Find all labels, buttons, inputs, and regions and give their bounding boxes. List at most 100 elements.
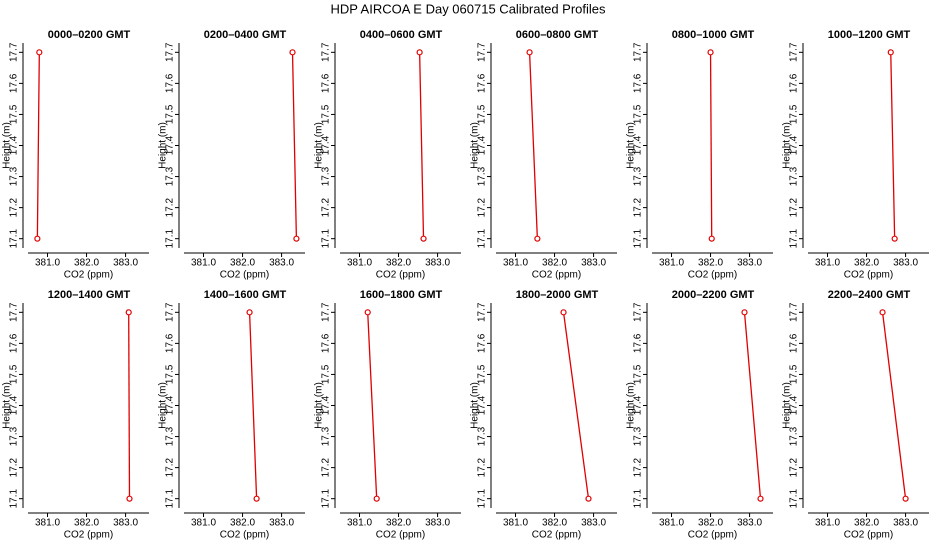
x-tick-label: 381.0 bbox=[659, 258, 684, 269]
y-tick-label: 17.3 bbox=[477, 166, 488, 186]
y-tick-label: 17.5 bbox=[165, 364, 176, 384]
panel-title: 0600–0800 GMT bbox=[516, 29, 599, 41]
data-point bbox=[364, 309, 371, 316]
y-tick-label: 17.2 bbox=[165, 197, 176, 217]
y-tick-label: 17.6 bbox=[165, 73, 176, 93]
y-tick-label: 17.6 bbox=[321, 73, 332, 93]
y-tick-label: 17.3 bbox=[165, 166, 176, 186]
data-point bbox=[289, 49, 296, 56]
data-point bbox=[526, 49, 533, 56]
y-tick-label: 17.3 bbox=[321, 166, 332, 186]
x-axis-label: CO2 (ppm) bbox=[844, 530, 893, 540]
data-point bbox=[891, 235, 898, 242]
y-tick-label: 17.5 bbox=[789, 104, 800, 124]
x-tick-label: 382.0 bbox=[230, 518, 255, 529]
y-tick-label: 17.4 bbox=[321, 135, 332, 155]
x-tick-label: 383.0 bbox=[269, 258, 294, 269]
y-tick-label: 17.1 bbox=[789, 229, 800, 249]
y-tick-label: 17.4 bbox=[321, 395, 332, 415]
y-tick-label: 17.6 bbox=[633, 333, 644, 353]
x-tick-label: 382.0 bbox=[698, 518, 723, 529]
x-tick-label: 383.0 bbox=[425, 258, 450, 269]
x-tick-label: 382.0 bbox=[542, 518, 567, 529]
y-tick-label: 17.4 bbox=[633, 135, 644, 155]
x-tick-label: 383.0 bbox=[893, 518, 918, 529]
y-tick-label: 17.6 bbox=[477, 73, 488, 93]
y-tick-label: 17.1 bbox=[789, 489, 800, 509]
y-tick-label: 17.5 bbox=[321, 104, 332, 124]
y-tick-label: 17.1 bbox=[9, 229, 20, 249]
data-point bbox=[879, 309, 886, 316]
y-tick-label: 17.5 bbox=[633, 364, 644, 384]
x-axis-label: CO2 (ppm) bbox=[64, 530, 113, 540]
y-tick-label: 17.3 bbox=[477, 426, 488, 446]
x-tick-label: 382.0 bbox=[854, 258, 879, 269]
x-tick-label: 382.0 bbox=[698, 258, 723, 269]
data-point bbox=[293, 235, 300, 242]
profile-line bbox=[890, 52, 896, 239]
y-tick-label: 17.1 bbox=[9, 489, 20, 509]
y-tick-label: 17.6 bbox=[633, 73, 644, 93]
x-tick-label: 383.0 bbox=[581, 258, 606, 269]
data-point bbox=[708, 235, 715, 242]
y-tick-label: 17.7 bbox=[789, 42, 800, 62]
x-tick-label: 381.0 bbox=[815, 258, 840, 269]
profile-line bbox=[528, 52, 539, 239]
x-axis-label: CO2 (ppm) bbox=[688, 530, 737, 540]
y-axis-label: Height (m) bbox=[470, 122, 481, 169]
y-tick-label: 17.2 bbox=[477, 197, 488, 217]
y-tick-label: 17.4 bbox=[477, 135, 488, 155]
y-tick-label: 17.5 bbox=[633, 104, 644, 124]
data-point bbox=[741, 309, 748, 316]
y-tick-label: 17.3 bbox=[789, 426, 800, 446]
y-tick-label: 17.3 bbox=[633, 426, 644, 446]
x-tick-label: 381.0 bbox=[191, 258, 216, 269]
y-tick-label: 17.6 bbox=[9, 73, 20, 93]
y-tick-label: 17.4 bbox=[633, 395, 644, 415]
data-point bbox=[560, 309, 567, 316]
x-tick-label: 381.0 bbox=[191, 518, 216, 529]
x-tick-label: 382.0 bbox=[386, 518, 411, 529]
panel-title: 0400–0600 GMT bbox=[360, 29, 443, 41]
y-tick-label: 17.7 bbox=[789, 302, 800, 322]
y-tick-label: 17.5 bbox=[477, 104, 488, 124]
y-tick-label: 17.5 bbox=[789, 364, 800, 384]
y-tick-label: 17.6 bbox=[477, 333, 488, 353]
y-axis-label: Height (m) bbox=[314, 122, 325, 169]
profile-line bbox=[248, 312, 258, 499]
y-tick-label: 17.5 bbox=[9, 364, 20, 384]
y-tick-label: 17.4 bbox=[165, 135, 176, 155]
x-tick-label: 382.0 bbox=[542, 258, 567, 269]
data-point bbox=[246, 309, 253, 316]
data-point bbox=[420, 235, 427, 242]
y-tick-label: 17.1 bbox=[633, 229, 644, 249]
y-tick-label: 17.3 bbox=[633, 166, 644, 186]
profile-line bbox=[36, 52, 40, 239]
y-tick-label: 17.7 bbox=[165, 302, 176, 322]
x-tick-label: 383.0 bbox=[269, 518, 294, 529]
x-axis-label: CO2 (ppm) bbox=[64, 270, 113, 281]
y-tick-label: 17.3 bbox=[9, 166, 20, 186]
data-point bbox=[253, 495, 260, 502]
y-tick-label: 17.2 bbox=[789, 457, 800, 477]
x-axis-label: CO2 (ppm) bbox=[376, 530, 425, 540]
y-tick-label: 17.1 bbox=[477, 229, 488, 249]
data-point bbox=[585, 495, 592, 502]
y-tick-label: 17.7 bbox=[477, 302, 488, 322]
x-axis-label: CO2 (ppm) bbox=[532, 270, 581, 281]
y-tick-label: 17.2 bbox=[321, 197, 332, 217]
panel-title: 0800–1000 GMT bbox=[672, 29, 755, 41]
x-tick-label: 383.0 bbox=[425, 518, 450, 529]
x-axis-label: CO2 (ppm) bbox=[532, 530, 581, 540]
y-tick-label: 17.5 bbox=[321, 364, 332, 384]
x-axis-label: CO2 (ppm) bbox=[688, 270, 737, 281]
profile-line bbox=[128, 312, 131, 499]
panel-title: 0200–0400 GMT bbox=[204, 29, 287, 41]
y-tick-label: 17.6 bbox=[321, 333, 332, 353]
y-tick-label: 17.2 bbox=[9, 457, 20, 477]
y-tick-label: 17.1 bbox=[165, 229, 176, 249]
panel-title: 1400–1600 GMT bbox=[204, 289, 287, 301]
y-axis-label: Height (m) bbox=[2, 122, 13, 169]
y-tick-label: 17.6 bbox=[9, 333, 20, 353]
y-tick-label: 17.6 bbox=[165, 333, 176, 353]
